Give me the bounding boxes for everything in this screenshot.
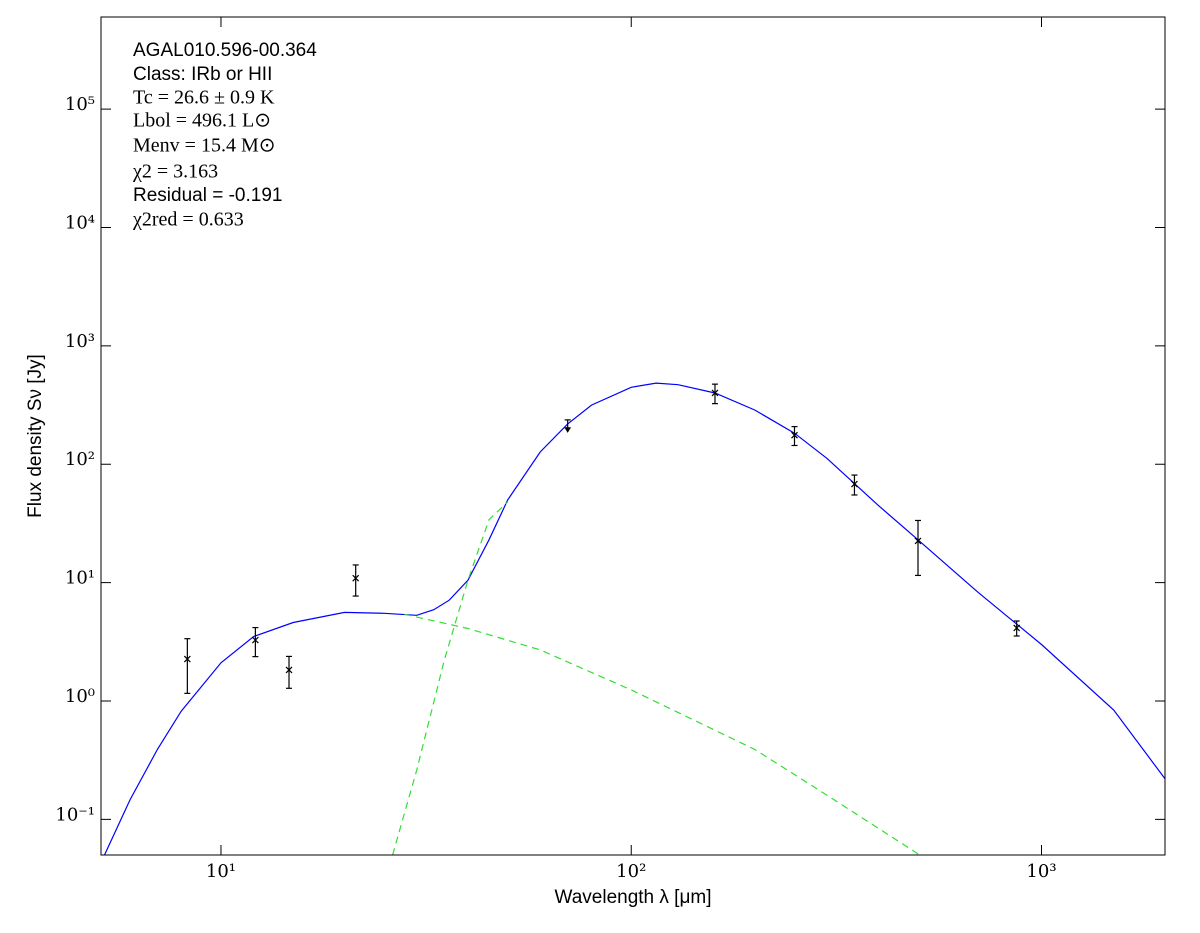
y-axis-label: Flux density Sν [Jy] bbox=[25, 354, 46, 518]
data-point bbox=[914, 537, 922, 545]
y-tick-label: 10⁵ bbox=[65, 94, 95, 115]
model-curve bbox=[103, 382, 1165, 855]
x-tick-label: 10¹ bbox=[206, 861, 236, 882]
y-tick-label: 10² bbox=[65, 449, 95, 470]
x-tick-label: 10³ bbox=[1026, 861, 1056, 882]
data-point bbox=[285, 666, 293, 674]
data-point bbox=[352, 574, 360, 582]
plot-area bbox=[103, 382, 1165, 855]
model-curve bbox=[404, 613, 921, 855]
annotation: Lbol = 496.1 L⊙ bbox=[133, 110, 271, 132]
annotation: Class: IRb or HII bbox=[133, 64, 272, 85]
annotation: Residual = -0.191 bbox=[133, 185, 282, 206]
y-tick-label: 10⁻¹ bbox=[55, 804, 95, 825]
annotation: χ2red = 0.633 bbox=[132, 209, 244, 231]
error-bar bbox=[252, 626, 259, 658]
error-bar bbox=[352, 564, 359, 597]
annotation: AGAL010.596-00.364 bbox=[133, 40, 317, 61]
x-tick-label: 10² bbox=[616, 861, 646, 882]
x-axis-label: Wavelength λ [μm] bbox=[554, 887, 711, 908]
annotation: χ2 = 3.163 bbox=[132, 161, 218, 183]
error-bar bbox=[791, 425, 798, 447]
error-bar bbox=[711, 383, 718, 405]
data-point bbox=[711, 389, 719, 397]
annotation: Menv = 15.4 M⊙ bbox=[133, 135, 275, 157]
error-bar bbox=[184, 638, 191, 694]
data-point bbox=[791, 431, 798, 439]
data-point bbox=[183, 655, 191, 663]
data-point bbox=[851, 480, 858, 488]
model-curve bbox=[392, 501, 509, 855]
y-tick-label: 10⁴ bbox=[65, 212, 95, 233]
y-tick-label: 10⁰ bbox=[65, 686, 95, 707]
y-tick-label: 10³ bbox=[65, 331, 95, 352]
upper-limit-marker bbox=[564, 427, 571, 433]
y-tick-label: 10¹ bbox=[65, 568, 95, 589]
error-bar bbox=[851, 474, 858, 496]
data-point bbox=[1013, 624, 1021, 632]
annotation: Tc = 26.6 ± 0.9 K bbox=[133, 87, 275, 109]
plot-frame bbox=[100, 16, 1166, 856]
error-bar bbox=[286, 655, 293, 689]
data-point bbox=[251, 636, 259, 644]
error-bar bbox=[914, 519, 921, 577]
